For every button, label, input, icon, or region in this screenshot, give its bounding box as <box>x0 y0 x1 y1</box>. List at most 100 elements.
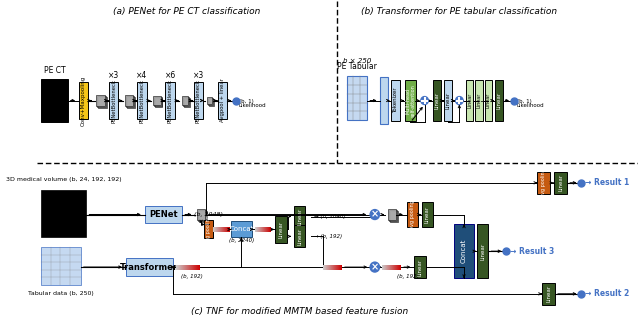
FancyBboxPatch shape <box>537 172 550 194</box>
Text: → Result 2: → Result 2 <box>585 289 629 298</box>
Text: Linear: Linear <box>297 228 302 245</box>
Text: (b, 192): (b, 192) <box>397 274 419 278</box>
Text: Linear: Linear <box>435 92 439 109</box>
FancyBboxPatch shape <box>407 202 418 227</box>
FancyBboxPatch shape <box>433 80 441 121</box>
FancyBboxPatch shape <box>414 256 426 278</box>
Text: Linear: Linear <box>480 243 485 260</box>
Circle shape <box>370 262 380 272</box>
FancyBboxPatch shape <box>98 97 107 108</box>
FancyBboxPatch shape <box>183 97 189 106</box>
FancyBboxPatch shape <box>79 82 88 120</box>
Text: PENetBottleneck: PENetBottleneck <box>196 78 201 122</box>
Text: PENetBottleneck: PENetBottleneck <box>140 78 145 122</box>
FancyBboxPatch shape <box>127 98 134 108</box>
FancyBboxPatch shape <box>484 80 492 121</box>
FancyBboxPatch shape <box>554 172 567 194</box>
Text: Linear: Linear <box>546 285 551 302</box>
Text: → Result 3: → Result 3 <box>510 247 554 256</box>
FancyBboxPatch shape <box>466 80 474 121</box>
Text: Avg pooling: Avg pooling <box>410 200 415 229</box>
Text: Linear: Linear <box>425 206 430 223</box>
Text: (b) Transformer for PE tabular classification: (b) Transformer for PE tabular classific… <box>361 7 557 16</box>
Text: Linear: Linear <box>445 92 451 109</box>
FancyBboxPatch shape <box>155 98 163 107</box>
Text: Linear: Linear <box>278 221 284 238</box>
FancyBboxPatch shape <box>405 80 416 121</box>
FancyBboxPatch shape <box>42 190 86 237</box>
FancyBboxPatch shape <box>137 82 147 120</box>
FancyBboxPatch shape <box>198 210 206 221</box>
FancyBboxPatch shape <box>388 211 397 221</box>
Text: PENetBottleneck: PENetBottleneck <box>168 78 173 122</box>
Text: ×6: ×6 <box>164 71 176 80</box>
FancyBboxPatch shape <box>42 79 68 122</box>
FancyBboxPatch shape <box>97 95 105 106</box>
FancyBboxPatch shape <box>495 80 503 121</box>
FancyBboxPatch shape <box>231 222 252 237</box>
Text: Avgpool + linear: Avgpool + linear <box>220 78 225 122</box>
FancyBboxPatch shape <box>42 247 81 285</box>
FancyBboxPatch shape <box>184 98 190 107</box>
FancyBboxPatch shape <box>154 97 161 106</box>
Circle shape <box>370 210 380 220</box>
FancyBboxPatch shape <box>454 224 474 278</box>
Text: ×: × <box>371 262 379 272</box>
FancyBboxPatch shape <box>294 206 305 227</box>
FancyBboxPatch shape <box>208 98 213 105</box>
FancyBboxPatch shape <box>390 212 397 222</box>
Text: Likelihood: Likelihood <box>516 103 544 108</box>
FancyBboxPatch shape <box>182 96 188 105</box>
Text: → (b, 192): → (b, 192) <box>314 234 342 239</box>
Text: Conv+Maxpooling: Conv+Maxpooling <box>81 75 86 126</box>
Text: PE CT: PE CT <box>44 66 65 75</box>
Circle shape <box>456 97 463 105</box>
Text: (b, 2240): (b, 2240) <box>229 238 254 243</box>
FancyBboxPatch shape <box>477 224 488 278</box>
Text: (c) TNF for modified MMTM based feature fusion: (c) TNF for modified MMTM based feature … <box>191 307 408 316</box>
FancyBboxPatch shape <box>165 82 175 120</box>
FancyBboxPatch shape <box>153 96 161 105</box>
FancyBboxPatch shape <box>125 97 134 107</box>
FancyBboxPatch shape <box>542 283 555 305</box>
Text: PENet: PENet <box>149 210 178 219</box>
Text: → (b, 2048): → (b, 2048) <box>314 214 346 219</box>
Text: Avg pooling: Avg pooling <box>206 215 211 244</box>
FancyBboxPatch shape <box>207 97 212 104</box>
FancyBboxPatch shape <box>193 82 203 120</box>
Text: Linear: Linear <box>417 258 422 276</box>
FancyBboxPatch shape <box>218 82 227 120</box>
Text: 3D medical volume (b, 24, 192, 192): 3D medical volume (b, 24, 192, 192) <box>6 177 122 182</box>
FancyBboxPatch shape <box>347 76 367 120</box>
Text: Linear: Linear <box>467 93 472 108</box>
Text: (b, 192): (b, 192) <box>181 274 202 278</box>
Text: Tokenizer: Tokenizer <box>393 88 398 113</box>
Text: Tabular data (b, 250): Tabular data (b, 250) <box>28 291 94 296</box>
Text: ×4: ×4 <box>136 71 148 80</box>
Text: Concat: Concat <box>461 239 467 264</box>
Circle shape <box>421 97 428 105</box>
FancyBboxPatch shape <box>380 77 388 124</box>
FancyBboxPatch shape <box>444 80 452 121</box>
Text: Linear: Linear <box>486 93 491 108</box>
Text: Transformer: Transformer <box>120 263 179 272</box>
FancyBboxPatch shape <box>391 80 400 121</box>
Text: PENetBottleneck: PENetBottleneck <box>111 78 116 122</box>
FancyBboxPatch shape <box>97 96 106 107</box>
FancyBboxPatch shape <box>126 258 173 276</box>
Text: ×: × <box>371 210 379 220</box>
Text: b × 250: b × 250 <box>343 58 371 64</box>
Text: → Result 1: → Result 1 <box>585 178 629 187</box>
Text: Multi-head
self-attention: Multi-head self-attention <box>405 84 416 117</box>
Text: 🫁: 🫁 <box>51 96 58 106</box>
FancyBboxPatch shape <box>476 80 483 121</box>
FancyBboxPatch shape <box>294 225 305 247</box>
Text: Concat: Concat <box>229 226 253 233</box>
Text: ×3: ×3 <box>108 71 119 80</box>
Text: PE Tabular: PE Tabular <box>337 62 377 71</box>
FancyBboxPatch shape <box>204 221 213 238</box>
FancyBboxPatch shape <box>388 210 396 220</box>
FancyBboxPatch shape <box>125 96 132 106</box>
FancyBboxPatch shape <box>145 206 182 224</box>
Text: ×3: ×3 <box>193 71 204 80</box>
